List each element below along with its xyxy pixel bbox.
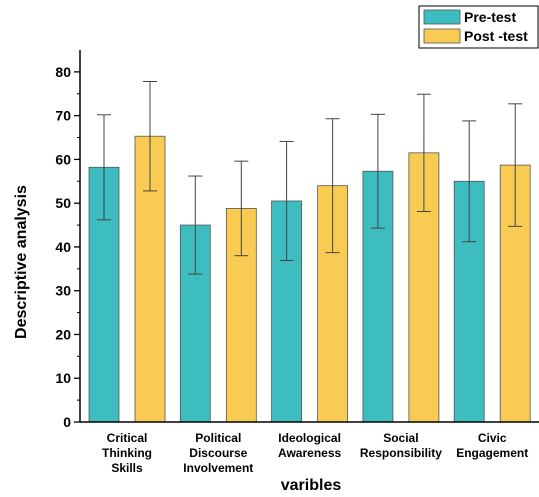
plot-area: 0 10 20 30 40 50 60 70 80 Critical Thinking Skills P… [55, 50, 539, 475]
x-tick-label-line: Involvement [183, 461, 253, 475]
y-tick-label: 40 [55, 239, 71, 255]
x-tick-label-line: Social [383, 431, 418, 445]
y-tick-label: 50 [55, 195, 71, 211]
x-tick-label-line: Political [195, 431, 241, 445]
x-tick-label-line: Ideological [278, 431, 341, 445]
x-tick-label-line: Engagement [456, 446, 528, 460]
y-tick-label: 70 [55, 108, 71, 124]
x-tick-label: Critical Thinking Skills [102, 431, 152, 475]
y-tick-label: 80 [55, 64, 71, 80]
y-tick-label: 30 [55, 283, 71, 299]
y-tick-label: 0 [63, 414, 71, 430]
x-axis-title: varibles [281, 477, 342, 494]
x-tick-label-line: Critical [107, 431, 148, 445]
legend-swatch [423, 9, 461, 25]
legend-label: Pre-test [464, 9, 516, 25]
bar [225, 208, 257, 423]
legend-label: Post -test [464, 28, 528, 44]
x-tick-label-line: Skills [111, 461, 143, 475]
legend-swatch [423, 28, 461, 44]
x-tick-label: Civic Engagement [456, 431, 528, 460]
y-tick-label: 10 [55, 370, 71, 386]
y-axis-title: Descriptive analysis [13, 185, 30, 339]
y-tick-label: 20 [55, 326, 71, 342]
x-tick-label-line: Awareness [278, 446, 341, 460]
x-tick-label: Ideological Awareness [278, 431, 341, 460]
y-tick-label: 60 [55, 151, 71, 167]
x-tick-label: Social Responsibility [360, 431, 442, 460]
x-tick-label-line: Civic [478, 431, 507, 445]
x-tick-label: Political Discourse Involvement [183, 431, 253, 475]
x-tick-label-line: Responsibility [360, 446, 442, 460]
x-tick-label-line: Discourse [189, 446, 247, 460]
legend: Pre-test Post -test [418, 5, 539, 49]
x-tick-label-line: Thinking [102, 446, 152, 460]
